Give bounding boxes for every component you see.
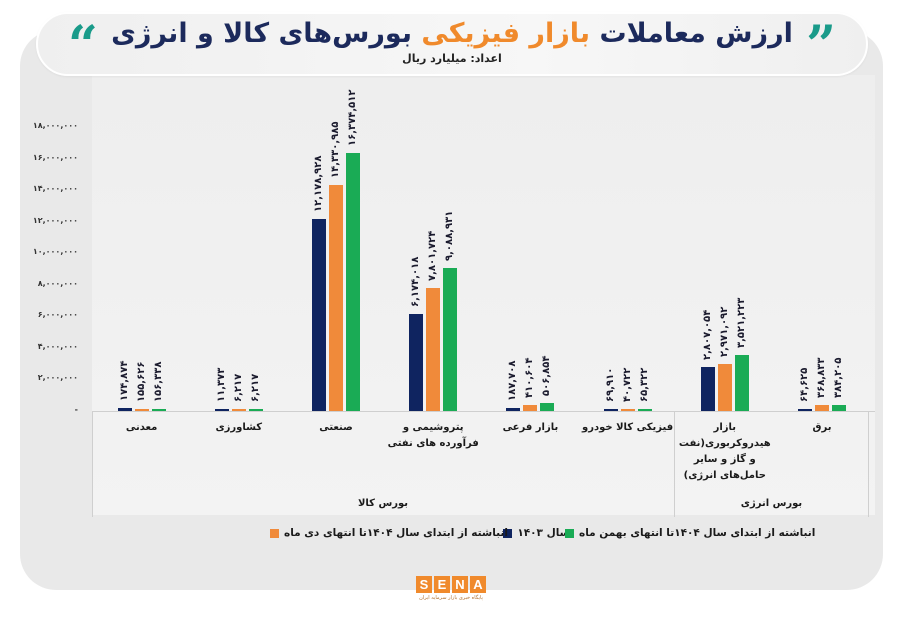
category-label: بازار هیدروکربوری(نفت و گاز و سایر حامل‌… [678, 422, 771, 481]
bar-value-label: ۲,۸۰۷,۰۵۴ [701, 309, 713, 360]
bar [231, 408, 246, 411]
category-axis-left-border [92, 411, 93, 517]
group-divider [674, 411, 675, 517]
bar [134, 408, 149, 411]
legend-label: انباشته از ابتدای سال ۱۴۰۴تا انتهای دی م… [284, 527, 508, 539]
group-label-energy-exchange: بورس انرژی [740, 498, 803, 509]
bar [523, 404, 538, 411]
bar-value-label: ۱۲,۱۷۸,۹۲۸ [313, 155, 324, 212]
category-label: فیزیکی کالا خودرو [582, 422, 674, 433]
x-axis-line [92, 411, 875, 412]
bar [603, 408, 618, 411]
subtitle-unit: اعداد: میلیارد ریال [402, 52, 502, 65]
title-part1: ارزش معاملات [590, 18, 793, 49]
bar-value-label: ۶,۲۱۷ [232, 373, 244, 402]
legend-swatch [270, 528, 279, 538]
y-tick-label: ۱۶,۰۰۰,۰۰۰ [32, 152, 78, 162]
legend-swatch [565, 528, 574, 538]
bar-value-label: ۶,۱۷۴,۰۱۸ [410, 256, 422, 307]
legend-item-dey: انباشته از ابتدای سال ۱۴۰۴تا انتهای دی م… [270, 527, 520, 539]
legend-label: سال ۱۴۰۳ [517, 527, 570, 539]
bar [815, 405, 829, 411]
bar [540, 403, 555, 411]
bar-value-label: ۵۰۶,۸۵۴ [541, 355, 553, 396]
bar [832, 404, 846, 411]
bar-value-label: ۶۵,۳۲۲ [638, 367, 650, 402]
plot-area [92, 75, 875, 515]
legend-item-1403: سال ۱۴۰۳ [503, 527, 570, 539]
bar-value-label: ۶,۲۱۷ [249, 373, 261, 402]
category-label: بازار فرعی [502, 422, 559, 433]
bar [620, 408, 635, 411]
logo-tagline: پایگاه خبری بازار سرمایه ایران [419, 595, 483, 601]
page-title: ارزش معاملات بازار فیزیکی بورس‌های کالا … [38, 18, 866, 49]
close-quote-icon: ” [806, 15, 836, 76]
bar-value-label: ۳۶۸,۸۳۳ [816, 357, 827, 399]
bar-value-label: ۳,۵۲۱,۲۲۳ [735, 298, 747, 349]
legend-label: انباشته از ابتدای سال ۱۴۰۴تا انتهای بهمن… [579, 527, 816, 539]
bar [637, 408, 652, 411]
title-banner: “ ” ارزش معاملات بازار فیزیکی بورس‌های ک… [36, 12, 868, 76]
bar-value-label: ۱۵۶,۳۳۸ [152, 361, 164, 402]
bar-value-label: ۱۸۷,۷۰۸ [507, 360, 519, 402]
bar [346, 152, 360, 411]
bar [717, 364, 732, 411]
bar [734, 355, 749, 411]
bar-value-label: ۱۴,۳۳۰,۹۸۵ [330, 121, 341, 178]
bar [426, 287, 441, 411]
bar [248, 408, 263, 411]
bar [214, 408, 229, 411]
group-label-commodity-exchange: بورس کالا [357, 498, 409, 509]
category-label: برق [812, 422, 832, 433]
y-tick-label: ۸,۰۰۰,۰۰۰ [37, 278, 78, 288]
bar [409, 313, 424, 411]
open-quote-icon: “ [68, 15, 98, 76]
y-tick-label: ۶,۰۰۰,۰۰۰ [37, 310, 78, 320]
category-label: پتروشیمی و فرآورده های نفتی [387, 422, 479, 449]
bar-value-label: ۱۷۴,۸۷۴ [118, 360, 130, 402]
bar [700, 366, 715, 411]
bar-value-label: ۴۱۰,۶۰۴ [524, 357, 536, 398]
category-label: معدنی [125, 422, 158, 433]
bar [443, 267, 458, 411]
title-part2: بورس‌های کالا و انرژی [111, 18, 422, 49]
y-tick-label: ۱۰,۰۰۰,۰۰۰ [32, 247, 78, 257]
category-label: کشاورزی [215, 422, 263, 433]
bar-value-label: ۱۶,۳۷۴,۵۱۲ [347, 89, 358, 146]
bar-value-label: ۳۸۴,۲۰۵ [833, 357, 844, 398]
bar [117, 408, 132, 411]
bar-value-label: ۴۰,۷۲۲ [621, 367, 633, 402]
legend-swatch [503, 528, 513, 538]
category-axis-right-border [868, 411, 869, 517]
bar [151, 408, 166, 411]
y-tick-label: ۲,۰۰۰,۰۰۰ [37, 373, 78, 383]
bar-value-label: ۶۴,۶۲۵ [799, 367, 810, 402]
bar-value-label: ۲,۹۷۱,۰۹۲ [718, 306, 730, 358]
category-label: صنعتی [319, 422, 353, 433]
bar [312, 218, 326, 411]
bar [798, 408, 812, 411]
y-tick-label: ۴,۰۰۰,۰۰۰ [37, 341, 78, 351]
y-tick-label: ۱۴,۰۰۰,۰۰۰ [32, 184, 78, 194]
legend-item-bahman: انباشته از ابتدای سال ۱۴۰۴تا انتهای بهمن… [565, 527, 845, 539]
y-tick-label: ۱۸,۰۰۰,۰۰۰ [32, 121, 78, 130]
bar-value-label: ۱۱,۳۷۳ [215, 367, 227, 402]
y-tick-label: ۱۲,۰۰۰,۰۰۰ [32, 215, 78, 225]
bar-value-label: ۷,۸۰۱,۷۲۴ [427, 230, 439, 281]
bar-value-label: ۹,۰۸۸,۹۳۱ [444, 210, 456, 261]
title-highlight: بازار فیزیکی [421, 18, 591, 49]
y-tick-label: - [74, 405, 78, 414]
bar-value-label: ۱۵۵,۶۲۶ [135, 361, 147, 402]
bar [329, 184, 343, 411]
bar-value-label: ۶۹,۹۱۰ [604, 367, 616, 402]
bar [506, 408, 521, 411]
